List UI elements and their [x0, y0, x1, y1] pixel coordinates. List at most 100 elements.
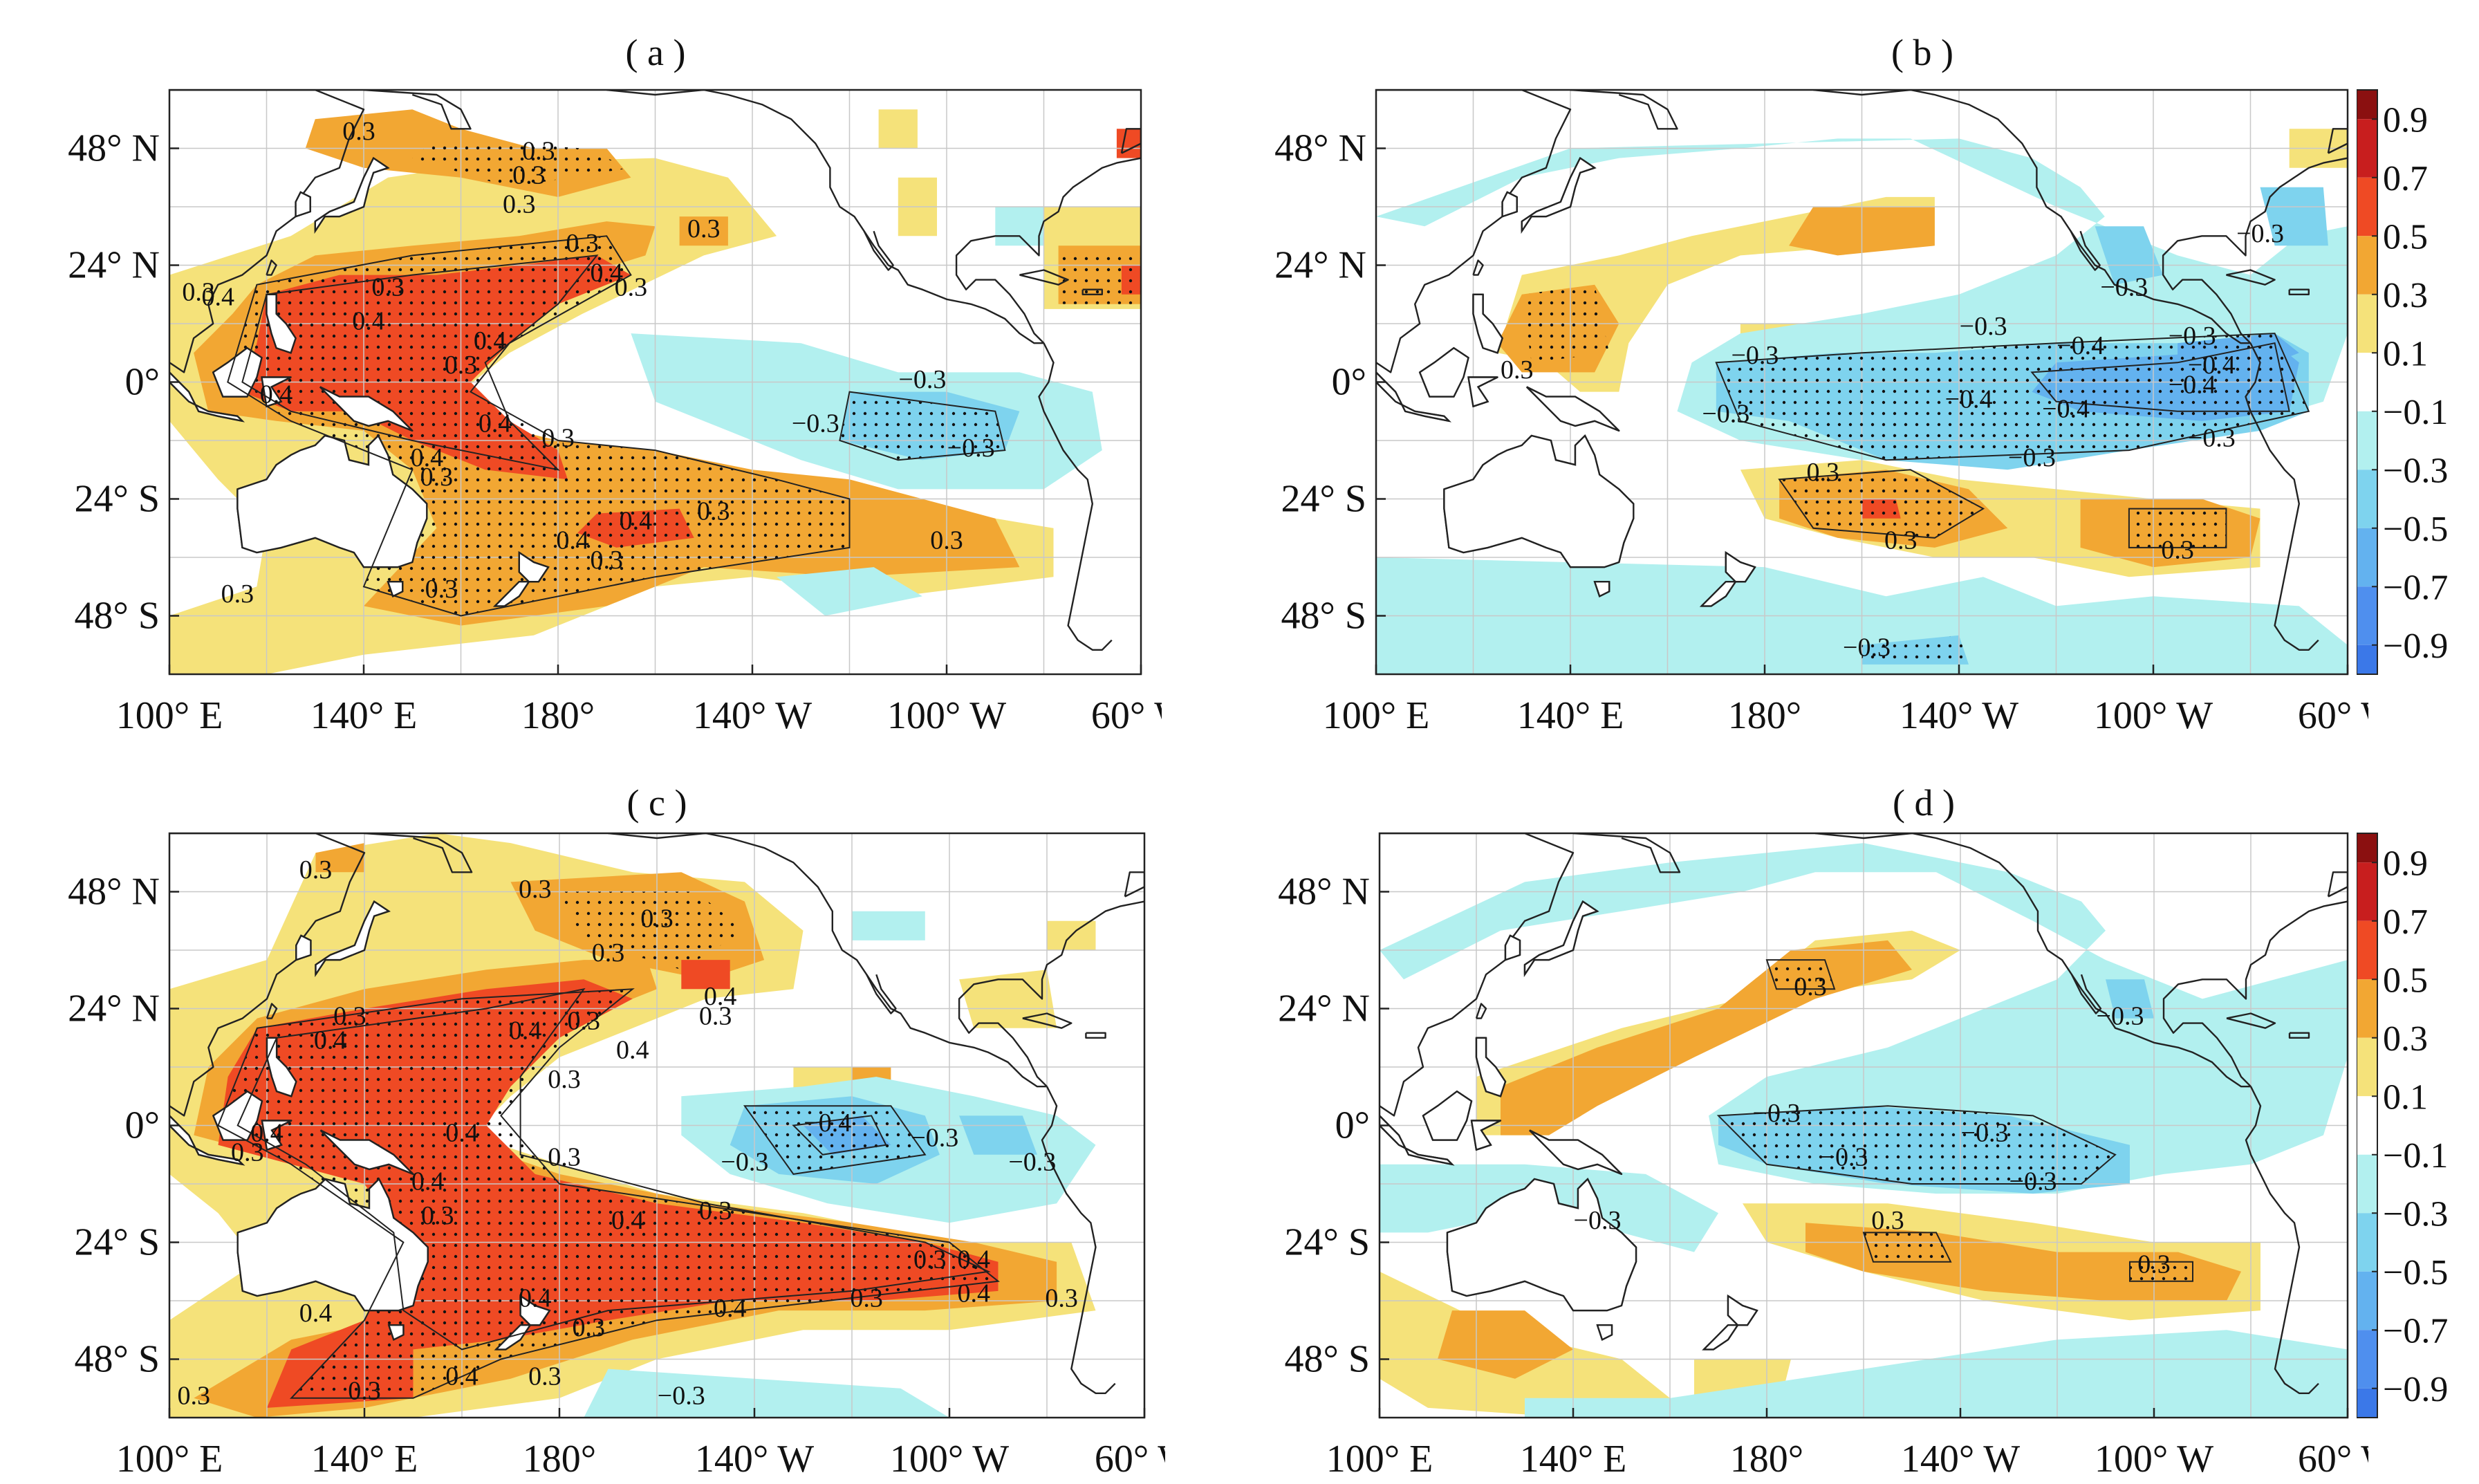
- coastline: [2288, 288, 2310, 295]
- x-tick-label: 60° W: [2298, 1438, 2368, 1480]
- contour-label: 0.3: [421, 1201, 454, 1230]
- coastline: [169, 833, 366, 1117]
- significance-stipple: [1521, 284, 1610, 363]
- x-tick-label: 100° W: [2094, 694, 2213, 736]
- contour-label: 0.3: [1871, 1206, 1904, 1235]
- colorbar-tick-label: −0.9: [2383, 1370, 2448, 1409]
- contour-label: 0.4: [620, 506, 653, 535]
- land-mass: [518, 550, 550, 583]
- significance-stipple: [2128, 508, 2227, 548]
- coastline: [2245, 342, 2319, 651]
- colorbar-tick-label: −0.5: [2383, 1253, 2448, 1292]
- shaded-region: [315, 843, 364, 873]
- colorbar-tick-label: −0.9: [2383, 627, 2448, 666]
- significance-stipple: [2130, 1261, 2193, 1281]
- colorbar-tick-label: −0.5: [2383, 510, 2448, 549]
- contour-label: 0.3: [541, 424, 575, 453]
- coastline: [266, 259, 277, 276]
- coastline: [1022, 1012, 1073, 1029]
- contour-label: −0.3: [2236, 219, 2284, 248]
- contour-label: −0.4: [2188, 351, 2236, 380]
- x-tick-label: 100° E: [116, 1438, 223, 1480]
- contour-label: 0.4: [260, 380, 293, 409]
- panel-b: −0.3−0.3−0.3−0.3 −0.4 −0.3−0.4−0.4−0.4 −0.4…: [1274, 89, 2368, 736]
- contour-label: 0.3: [2161, 536, 2194, 565]
- shaded-region: [681, 960, 730, 990]
- significance-stipple: [1716, 333, 2309, 461]
- contour-label: −0.3: [2008, 443, 2056, 472]
- colorbar-bin: [2357, 177, 2377, 236]
- colorbar-bin: [2357, 1271, 2377, 1330]
- contour-label: −0.3: [1843, 633, 1891, 662]
- contour-label: −0.3: [2100, 272, 2148, 302]
- y-tick-label: 24° S: [1281, 478, 1366, 521]
- contour-label: 0.3: [333, 1001, 366, 1030]
- shaded-region: [878, 109, 918, 149]
- x-tick-label: 100° W: [890, 1438, 1009, 1480]
- contour-label: 0.3: [697, 497, 730, 526]
- y-tick-label: 0°: [1335, 1104, 1370, 1147]
- contour-label: 0.4: [611, 1206, 644, 1235]
- contour-line: [839, 391, 1006, 461]
- x-tick-label: 100° W: [2095, 1438, 2213, 1480]
- contour-label: 0.3: [566, 229, 599, 258]
- shaded-region: [2260, 187, 2328, 246]
- contour-label: 0.3: [348, 1377, 381, 1406]
- contour-label: 0.4: [411, 1167, 445, 1196]
- contour-label: 0.3: [930, 526, 963, 555]
- land-mass: [1521, 156, 1597, 234]
- significance-stipple: [1058, 255, 1141, 304]
- coastline: [2288, 1032, 2310, 1039]
- contour-label: 0.4: [958, 1279, 991, 1308]
- colorbar-bin: [2357, 411, 2377, 470]
- land-mass: [1529, 1129, 1622, 1176]
- colorbar-bin: [2357, 644, 2377, 674]
- shaded-region: [1380, 843, 2348, 1194]
- contour-label: −0.3: [1702, 400, 1749, 429]
- y-tick-label: 0°: [1332, 361, 1366, 404]
- y-tick-label: 48° N: [1274, 127, 1366, 170]
- land-mass: [266, 1037, 297, 1097]
- land-mass: [315, 900, 391, 978]
- shaded-region: [584, 1369, 949, 1418]
- colorbar-bin: [2357, 528, 2377, 587]
- contour-label: 0.4: [250, 1118, 284, 1147]
- x-tick-label: 60° W: [1091, 694, 1162, 736]
- colorbar-tick-label: 0.9: [2383, 844, 2428, 883]
- land-mass: [1470, 1120, 1501, 1151]
- contour-label: 0.4: [958, 1245, 991, 1274]
- colorbar-bin: [2357, 862, 2377, 921]
- contour-label: 0.4: [299, 1299, 333, 1328]
- land-mass: [1504, 934, 1521, 961]
- x-tick-label: 140° W: [695, 1438, 814, 1480]
- colorbar-tick-label: 0.1: [2383, 1077, 2428, 1117]
- contour-label: 0.3: [231, 1138, 264, 1167]
- contour-label: 0.3: [178, 1382, 211, 1411]
- x-tick-label: 100° E: [1323, 694, 1430, 736]
- coastline: [1814, 833, 2251, 1088]
- coastline: [1572, 833, 1681, 873]
- colorbar-tick-label: −0.3: [2383, 451, 2448, 490]
- shaded-region: [1438, 1310, 1573, 1379]
- y-tick-label: 48° N: [1278, 871, 1370, 913]
- contour-label: 0.4: [474, 326, 507, 355]
- land-mass: [1702, 1324, 1740, 1351]
- contour-label: 0.4: [445, 1118, 479, 1147]
- land-mass: [295, 191, 311, 218]
- land-mass: [1475, 1037, 1507, 1097]
- land-mass: [1699, 581, 1738, 607]
- colorbar-bin: [2357, 353, 2377, 411]
- significance-stipple: [839, 391, 1005, 461]
- contour-label: 0.3: [519, 875, 552, 904]
- contour-line: [1715, 333, 2310, 461]
- contour-label: 0.4: [352, 307, 385, 336]
- contour-label: 0.3: [548, 1065, 581, 1094]
- colorbar-bin: [2357, 1213, 2377, 1272]
- land-mass: [1596, 1324, 1613, 1341]
- colorbar-bin: [2357, 1330, 2377, 1389]
- land-mass: [1376, 371, 1452, 423]
- y-tick-label: 24° N: [1278, 987, 1370, 1030]
- significance-stipple: [1718, 1106, 2115, 1184]
- colorbar-tick-label: 0.7: [2383, 159, 2428, 198]
